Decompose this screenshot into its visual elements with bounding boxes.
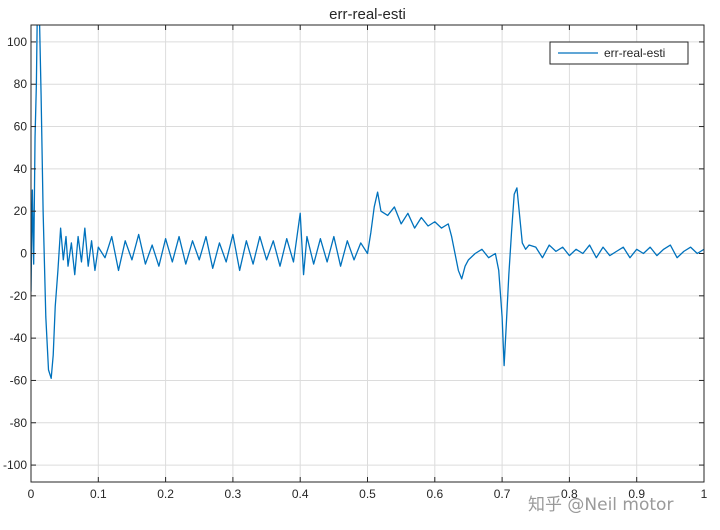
- y-tick-label: 60: [14, 120, 28, 134]
- legend-box: [549, 41, 689, 65]
- x-tick-label: 0.9: [628, 487, 645, 501]
- y-tick-label: -60: [10, 373, 28, 387]
- x-tick-label: 0.7: [494, 487, 511, 501]
- tick-labels: 0 0.1 0.2 0.3 0.4 0.5 0.6 0.7 0.8 0.9 1 -100 -80 -60 -…: [3, 25, 708, 501]
- y-tick-label: 0: [20, 247, 27, 261]
- chart-title: err-real-esti: [329, 6, 406, 23]
- x-tick-label: 0.8: [561, 487, 578, 501]
- y-tick-label: -100: [3, 458, 27, 472]
- y-tick-label: -40: [10, 331, 28, 345]
- x-tick-label: 0.5: [359, 487, 376, 501]
- series-line-1: [31, 25, 704, 379]
- x-tick-label: 0.3: [225, 487, 242, 501]
- x-tick-label: 0.1: [90, 487, 107, 501]
- y-tick-label: -80: [10, 416, 28, 430]
- y-tick-label: 100: [7, 35, 27, 49]
- y-tick-label: 80: [14, 77, 28, 91]
- x-tick-label: 0.2: [157, 487, 174, 501]
- y-tick-label: -20: [10, 289, 28, 303]
- x-tick-label: 0.4: [292, 487, 309, 501]
- watermark: 知乎 @Neil motor: [528, 495, 674, 515]
- y-tick-label: 20: [14, 204, 28, 218]
- plot-area: [31, 25, 704, 379]
- x-tick-label: 0.6: [426, 487, 443, 501]
- legend: err-real-esti: [549, 41, 689, 65]
- x-tick-label: 0: [28, 487, 35, 501]
- x-tick-label: 1: [701, 487, 708, 501]
- y-tick-label: 40: [14, 162, 28, 176]
- legend-label: err-real-esti: [604, 46, 665, 60]
